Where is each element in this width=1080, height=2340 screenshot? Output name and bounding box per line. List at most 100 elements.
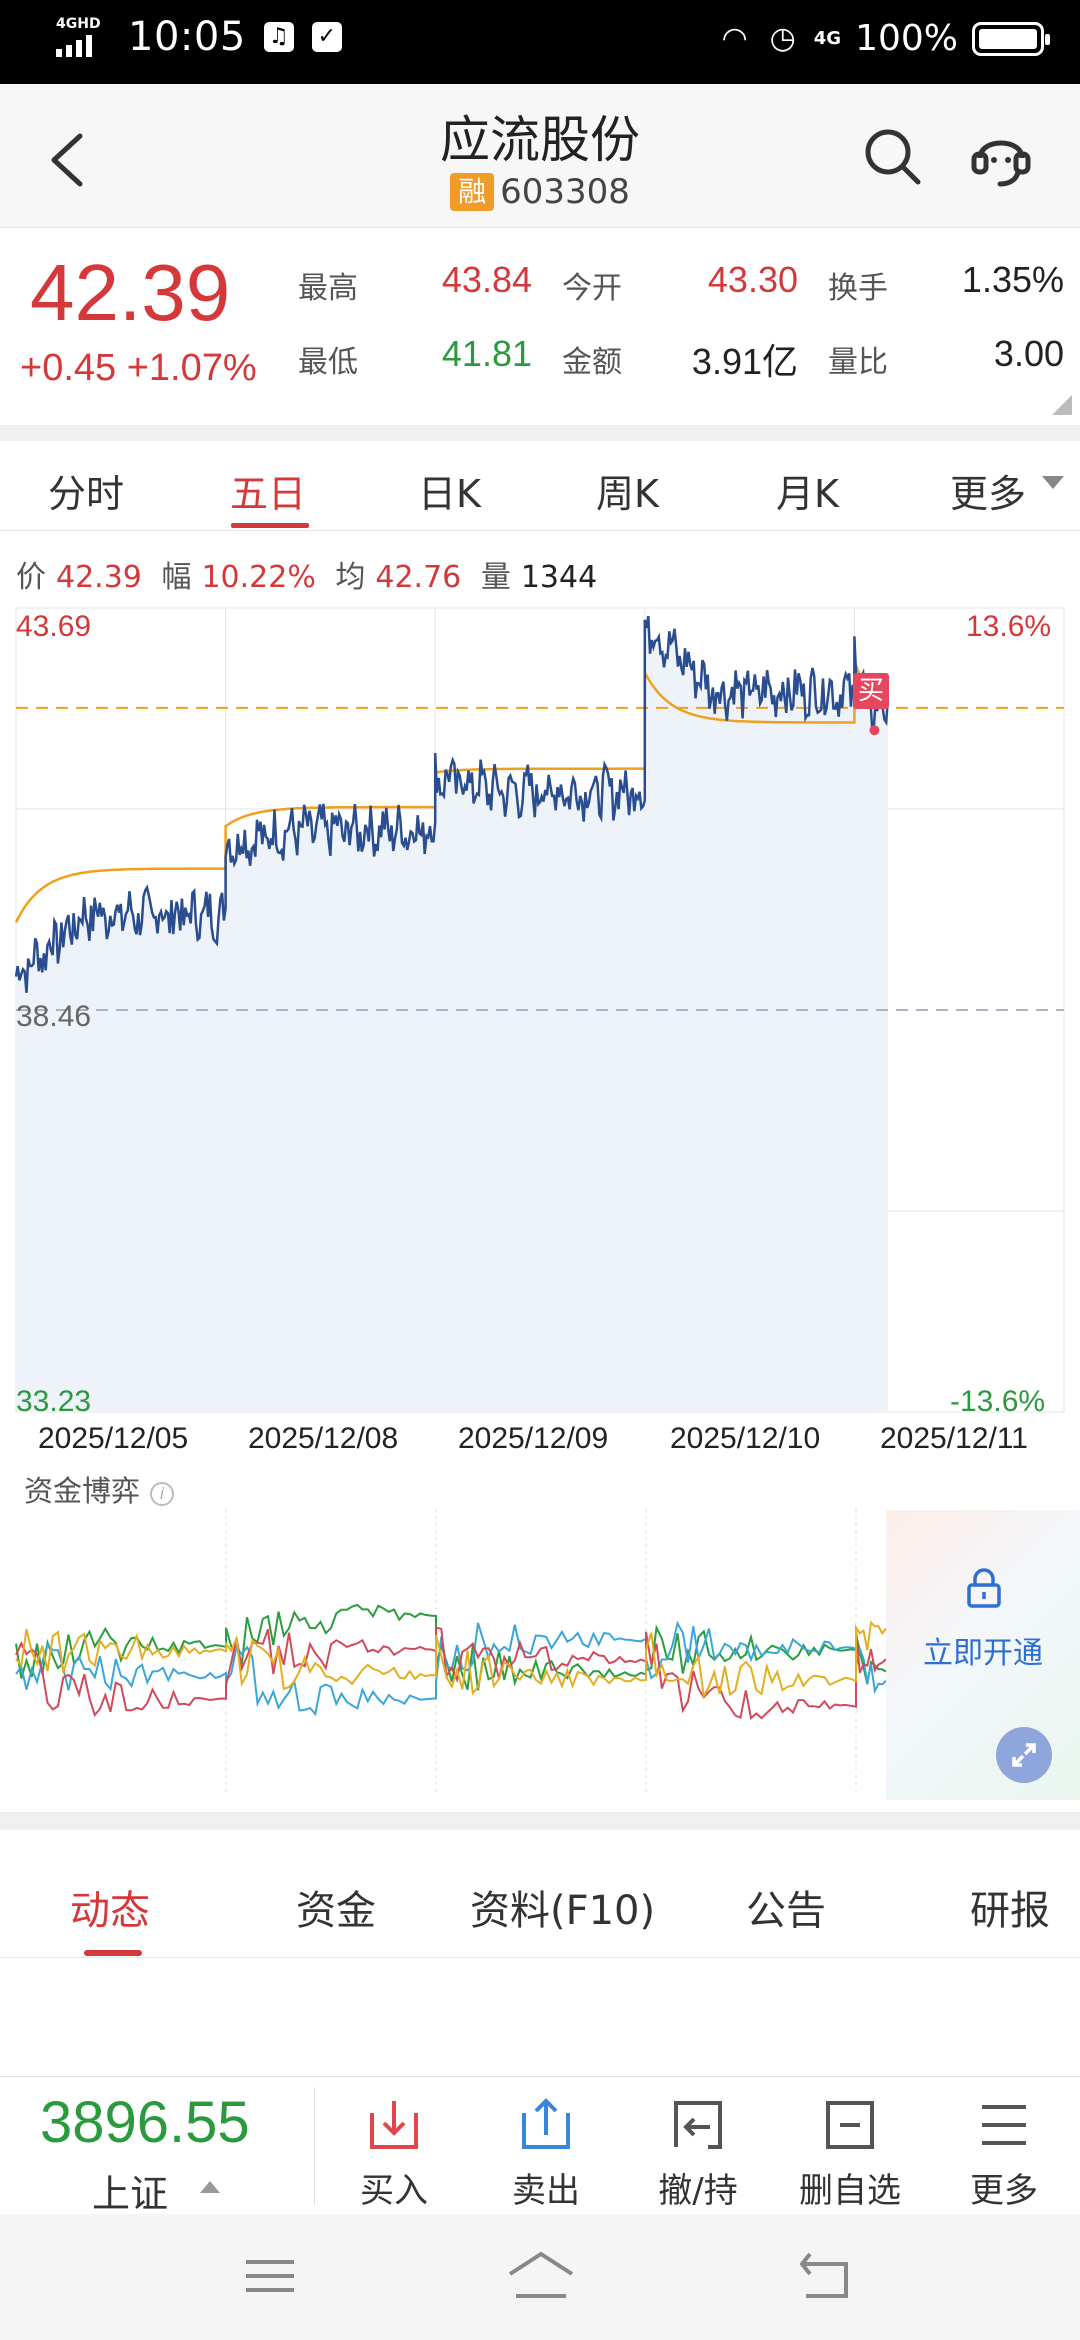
system-nav-bar [0,2214,1080,2340]
cancel-hold-button[interactable]: 撤/持 [638,2095,758,2212]
pct-max-label: 13.6% [966,610,1052,643]
music-icon: ♫ [263,22,294,52]
date-label: 2025/12/09 [458,1422,609,1455]
avg-value: 42.76 [375,560,462,595]
volume-value: 1344 [520,560,598,595]
divider [314,2087,315,2205]
stock-code-row: 融 603308 [0,172,1080,212]
open-label: 今开 [562,271,622,306]
section-tabs: 动态 资金 资料(F10) 公告 研报 [0,1830,1080,1958]
network-type: 4GHD [56,16,101,32]
tab-research[interactable]: 研报 [970,1888,1050,1934]
prev-close-label: 38.46 [16,1000,92,1033]
more-button[interactable]: 更多 [944,2095,1064,2212]
y-min-label: 33.23 [16,1385,92,1418]
tab-funds[interactable]: 资金 [296,1888,376,1934]
battery-icon [972,21,1050,56]
sell-button[interactable]: 卖出 [486,2095,606,2212]
headphones-icon: ◠ [721,21,748,56]
tab-monthly-k[interactable]: 月K [776,472,839,516]
cancel-hold-label: 撤/持 [658,2171,738,2211]
remove-watchlist-button[interactable]: 删自选 [790,2095,910,2212]
remove-icon [826,2101,874,2149]
buy-button[interactable]: 买入 [334,2095,454,2212]
index-name[interactable]: 上证 [92,2172,169,2216]
fund-flow-line [15,1620,887,1700]
caret-up-icon[interactable] [200,2181,220,2193]
divider [0,1812,1080,1830]
index-value[interactable]: 3896.55 [40,2090,250,2155]
signal-icon: 4GHD [56,17,110,57]
volume-ratio-value: 3.00 [993,333,1064,374]
sell-icon [522,2098,570,2149]
fullscreen-icon[interactable] [996,1727,1052,1783]
fund-flow-line [15,1626,887,1720]
back-button[interactable] [40,124,100,194]
back-nav-icon[interactable] [796,2248,856,2304]
sell-label: 卖出 [512,2171,580,2211]
home-icon[interactable] [506,2248,576,2304]
y-max-label: 43.69 [16,610,92,643]
date-label: 2025/12/10 [670,1422,821,1455]
stock-header: 应流股份 融 603308 [0,84,1080,228]
tab-five-day[interactable]: 五日 [230,472,307,516]
tab-news[interactable]: 动态 [70,1888,150,1934]
crosshair-info: 价 42.39 幅 10.22% 均 42.76 量 1344 [16,552,607,596]
avg-label: 均 [335,560,366,595]
alarm-icon: ◷ [769,21,796,56]
buy-point [869,725,880,736]
search-icon[interactable] [860,124,924,188]
stock-code: 603308 [500,172,630,212]
recent-apps-icon[interactable] [242,2248,298,2304]
battery-percent: 100% [855,18,958,59]
active-tab-indicator [231,523,309,528]
tab-f10[interactable]: 资料(F10) [470,1888,656,1934]
turnover-label: 换手 [828,271,888,306]
tab-daily-k[interactable]: 日K [418,472,481,516]
range-label: 幅 [161,560,192,595]
tab-more[interactable]: 更多 [950,472,1027,516]
lock-icon [967,1568,1001,1608]
fund-flow-chart [15,1509,887,1795]
tab-weekly-k[interactable]: 周K [596,472,659,516]
divider [0,425,1080,441]
fund-flow-title: 资金博弈 i [24,1468,175,1510]
buy-label: 买入 [360,2171,428,2211]
margin-badge: 融 [450,173,495,211]
fund-flow-label: 资金博弈 [24,1474,141,1508]
average-price-line [14,658,888,923]
amount-value: 3.91亿 [691,341,798,382]
current-price: 42.39 [30,248,231,337]
remove-watchlist-label: 删自选 [799,2171,901,2211]
bottom-toolbar: 3896.55 上证 买入 卖出 撤/持 删自选 [0,2076,1080,2216]
low-label: 最低 [298,345,358,380]
high-label: 最高 [298,271,358,306]
buy-marker[interactable]: 买 [853,673,889,709]
buy-icon [370,2101,418,2149]
info-icon[interactable]: i [150,1482,175,1506]
open-value: 43.30 [707,259,798,300]
volume-label: 量 [480,560,511,595]
tab-intraday[interactable]: 分时 [48,472,125,516]
chevron-down-icon [1042,476,1064,489]
more-label: 更多 [970,2171,1038,2211]
customer-service-icon[interactable] [966,122,1036,192]
amount-label: 金额 [562,345,622,380]
volume-ratio-label: 量比 [828,345,888,380]
high-value: 43.84 [441,259,532,300]
menu-icon [982,2105,1026,2145]
fund-flow-line [15,1603,887,1691]
price-label: 价 [16,560,46,595]
price-line [14,615,890,993]
status-bar: 4GHD 10:05 ♫ ✓ ◠ ◷ 4G 100% [0,0,1080,84]
turnover-value: 1.35% [961,259,1064,300]
price-change: +0.45 +1.07% [20,347,257,389]
tab-announcements[interactable]: 公告 [746,1888,826,1934]
expand-corner-icon[interactable] [1052,395,1072,415]
low-value: 41.81 [441,333,532,374]
price-value: 42.39 [56,560,142,595]
five-day-chart[interactable] [0,600,1080,1420]
unlock-button[interactable]: 立即开通 [923,1636,1043,1671]
fund-flow-line [15,1620,887,1717]
quote-panel: 42.39 +0.45 +1.07% 最高 43.84 最低 41.81 今开 … [0,229,1080,425]
